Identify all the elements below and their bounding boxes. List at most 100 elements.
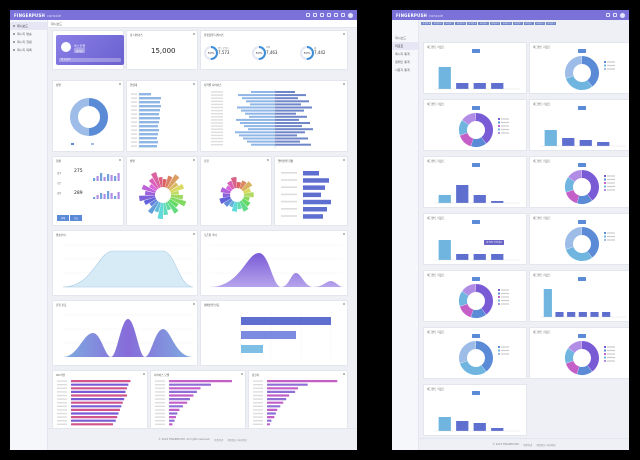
settings-icon[interactable] xyxy=(334,13,338,17)
filter-button[interactable] xyxy=(472,334,480,338)
donut-segment xyxy=(459,132,474,147)
bar xyxy=(251,143,275,146)
filter-button[interactable] xyxy=(472,391,480,395)
more-icon[interactable] xyxy=(343,32,345,35)
sidebar-item-dashboard[interactable]: 대시보드 xyxy=(10,22,47,30)
filter-today-button[interactable]: 오늘 xyxy=(70,215,83,221)
terms-link[interactable]: 이용약관 xyxy=(523,443,533,447)
bar xyxy=(169,405,183,408)
kpi-card: 총 디바이스 15,000 xyxy=(126,30,198,70)
tab-segment[interactable]: 세그먼트 G xyxy=(489,22,501,26)
chart-icon[interactable] xyxy=(320,13,324,17)
tick-label xyxy=(155,423,165,425)
filter-button[interactable] xyxy=(578,277,586,281)
more-icon[interactable] xyxy=(343,232,345,235)
bar xyxy=(71,394,127,397)
tab-segment[interactable]: 세그먼트 K xyxy=(534,22,546,26)
app-key-button[interactable]: 앱 키 관리 xyxy=(59,58,121,62)
tab-segment[interactable]: 세그먼트 L xyxy=(546,22,557,26)
tick-label xyxy=(131,93,137,95)
filter-button[interactable] xyxy=(472,220,480,224)
filter-button[interactable] xyxy=(578,163,586,167)
polar-slice xyxy=(143,197,157,205)
tab-segment[interactable]: 세그먼트 B xyxy=(432,22,443,26)
more-icon[interactable] xyxy=(119,158,121,161)
home-icon[interactable] xyxy=(306,13,310,17)
more-icon[interactable] xyxy=(343,302,345,305)
bar xyxy=(139,93,151,96)
filter-button[interactable] xyxy=(472,277,480,281)
grid-icon[interactable] xyxy=(313,13,317,17)
sidebar-item-list[interactable]: 메시지 목록 xyxy=(10,46,47,54)
filter-button[interactable] xyxy=(472,49,480,53)
top-bar: FINGERPUSH console xyxy=(10,10,357,20)
avatar[interactable] xyxy=(620,12,625,18)
bar xyxy=(169,387,201,390)
sidebar-item-dashboard[interactable]: 대시보드 xyxy=(395,36,407,40)
sidebar-item-send[interactable]: 메시지 발송 xyxy=(10,30,47,38)
tab-segment[interactable]: 세그먼트 J xyxy=(523,22,534,26)
filter-button[interactable] xyxy=(472,106,480,110)
more-icon[interactable] xyxy=(119,82,121,85)
more-icon[interactable] xyxy=(343,372,345,375)
bell-icon[interactable] xyxy=(606,13,610,17)
legend-label xyxy=(607,178,615,181)
tab-segment[interactable]: 세그먼트 E xyxy=(467,22,478,26)
sidebar-item-campaign-stats[interactable]: 캠페인 통계 xyxy=(395,60,410,64)
tab-segment[interactable]: 세그먼트 H xyxy=(501,22,512,26)
more-icon[interactable] xyxy=(343,82,345,85)
tab-segment[interactable]: 세그먼트 D xyxy=(455,22,467,26)
more-icon[interactable] xyxy=(193,302,195,305)
tab-segment[interactable]: 세그먼트 C xyxy=(443,22,455,26)
sidebar-item-message-stats[interactable]: 메시지 통계 xyxy=(395,52,410,56)
donut-segment xyxy=(582,56,599,87)
terms-link[interactable]: 이용약관 xyxy=(214,438,224,442)
avatar[interactable] xyxy=(348,12,353,18)
tab-segment[interactable]: 세그먼트 I xyxy=(512,22,523,26)
sidebar-item-status[interactable]: 메시지 현황 xyxy=(10,38,47,46)
tick-label xyxy=(57,402,67,404)
more-icon[interactable] xyxy=(193,158,195,161)
filter-button[interactable] xyxy=(578,334,586,338)
tick-label xyxy=(155,380,165,382)
donut-segment xyxy=(582,170,599,201)
bar xyxy=(473,254,486,260)
sidebar-item-report[interactable]: 리포트 xyxy=(392,42,418,50)
tick-label xyxy=(131,133,137,135)
region-card: 지역별 디바이스 xyxy=(200,80,348,152)
polar-slice xyxy=(167,200,179,214)
more-icon[interactable] xyxy=(343,158,345,161)
more-icon[interactable] xyxy=(241,372,243,375)
legend-label xyxy=(501,346,509,348)
more-icon[interactable] xyxy=(143,372,145,375)
filter-button[interactable] xyxy=(578,106,586,110)
ring-percent: 50% xyxy=(256,51,263,55)
legend-swatch xyxy=(604,349,606,352)
bar xyxy=(71,387,127,390)
tab-segment[interactable]: 세그먼트 A xyxy=(421,22,432,26)
tab-segment[interactable]: 세그먼트 F xyxy=(478,22,489,26)
polar-slice xyxy=(163,179,167,188)
mail-icon[interactable] xyxy=(327,13,331,17)
day-card: 요일 xyxy=(200,156,272,226)
privacy-link[interactable]: 개인정보 처리방침 xyxy=(536,443,556,447)
more-icon[interactable] xyxy=(193,32,195,35)
filter-all-button[interactable]: 전체 xyxy=(57,215,70,221)
filter-button[interactable] xyxy=(578,49,586,53)
bar xyxy=(100,173,103,181)
brand-logo[interactable]: FINGERPUSH console xyxy=(14,12,62,18)
privacy-link[interactable]: 개인정보 처리방침 xyxy=(227,438,247,442)
more-icon[interactable] xyxy=(267,158,269,161)
bell-icon[interactable] xyxy=(341,13,345,17)
filter-button[interactable] xyxy=(578,220,586,224)
sidebar-item-user-stats[interactable]: 사용자 통계 xyxy=(395,68,410,72)
brand-logo[interactable]: FINGERPUSH console xyxy=(396,12,444,18)
settings-icon[interactable] xyxy=(613,13,617,17)
tick-label xyxy=(131,101,137,103)
more-icon[interactable] xyxy=(193,82,195,85)
area-series xyxy=(62,250,194,288)
bar xyxy=(267,423,270,426)
filter-button[interactable] xyxy=(472,163,480,167)
carrier-bars xyxy=(253,380,338,426)
more-icon[interactable] xyxy=(193,232,195,235)
